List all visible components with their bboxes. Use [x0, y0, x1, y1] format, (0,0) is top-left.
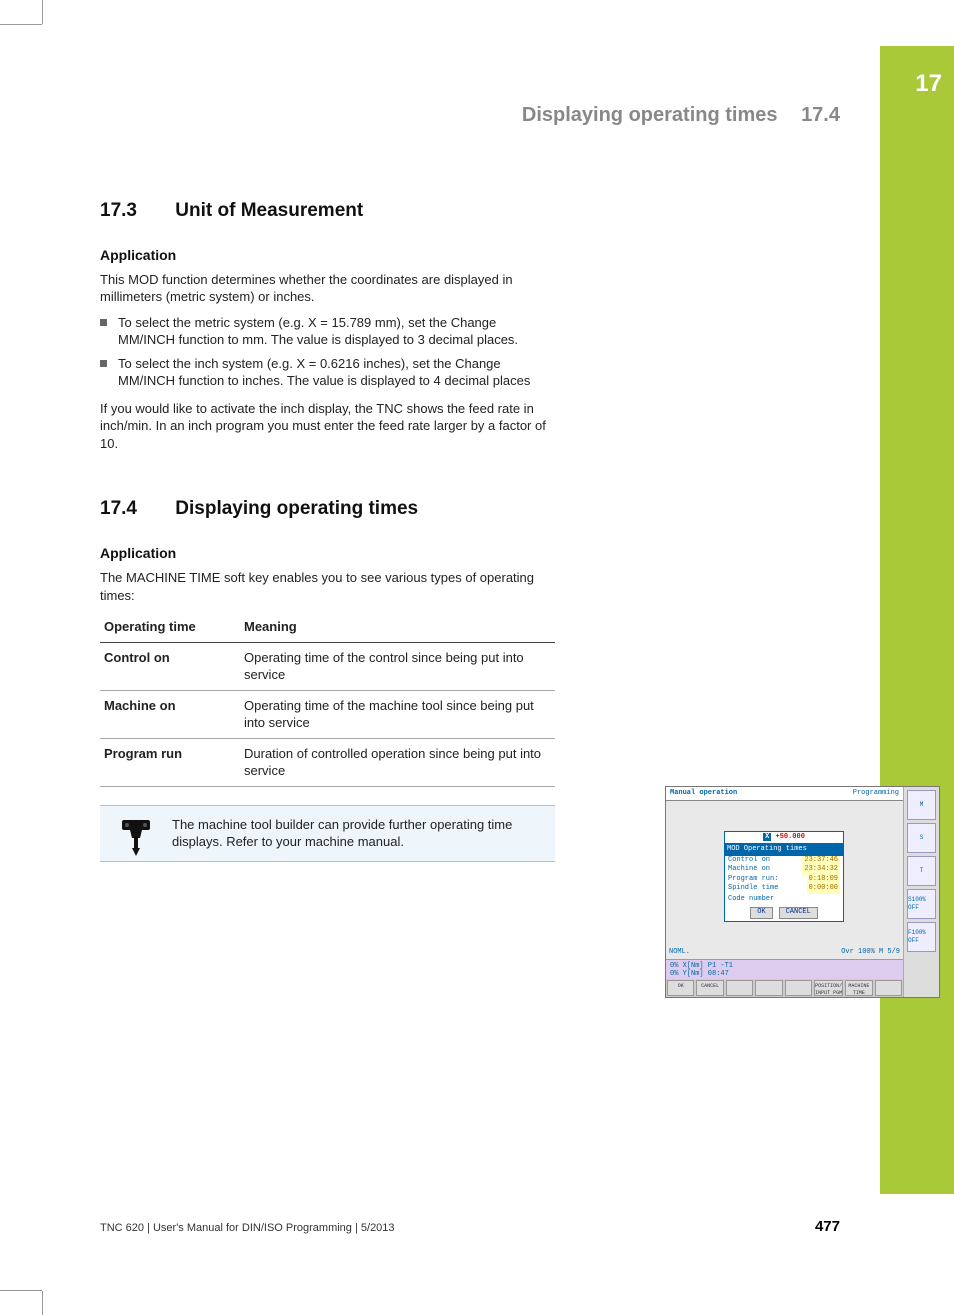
thumb-stat-line: 0% Y[Nm] 08:47: [670, 970, 899, 978]
thumb-softkey[interactable]: [875, 980, 902, 996]
page-content: 17.3 Unit of Measurement Application Thi…: [100, 198, 840, 862]
subheading-application: Application: [100, 544, 840, 563]
table-header: Operating time: [100, 612, 240, 642]
thumb-stat-line: 0% X[Nm] P1 -T1: [670, 962, 899, 970]
thumb-dialog-buttons: OK CANCEL: [725, 905, 843, 920]
bullet-list: To select the metric system (e.g. X = 15…: [100, 314, 555, 390]
table-cell: Operating time of the control since bein…: [240, 642, 555, 690]
operating-times-table: Operating time Meaning Control onOperati…: [100, 612, 555, 787]
crop-mark: [42, 1291, 43, 1315]
section-heading-173: 17.3 Unit of Measurement: [100, 198, 840, 224]
thumb-main: X +50.000 MOD Operating times Control on…: [666, 801, 903, 959]
note-box: The machine tool builder can provide fur…: [100, 805, 555, 862]
table-cell: Machine on: [100, 690, 240, 738]
section-title: Unit of Measurement: [175, 200, 363, 221]
thumb-softkey[interactable]: CANCEL: [696, 980, 723, 996]
footer-text: TNC 620 | User's Manual for DIN/ISO Prog…: [100, 1222, 395, 1234]
running-head-section: 17.4: [801, 104, 840, 126]
section-number: 17.3: [100, 198, 170, 224]
thumb-right-column: MST S100% OFF F100% OFF: [903, 787, 939, 997]
thumb-x-readout: X +50.000: [725, 832, 843, 844]
thumb-stat-bar: 0% X[Nm] P1 -T1 0% Y[Nm] 08:47: [666, 959, 903, 979]
thumb-softkey[interactable]: POSITION/ INPUT PGM: [814, 980, 843, 996]
thumb-status-left: NOML.: [669, 948, 690, 956]
crop-mark: [0, 1290, 42, 1291]
section-number: 17.4: [100, 496, 170, 522]
paragraph: The MACHINE TIME soft key enables you to…: [100, 569, 555, 604]
thumb-dialog-row: Spindle time0:00:00: [725, 884, 843, 893]
paragraph: If you would like to activate the inch d…: [100, 400, 555, 453]
thumb-cancel-button[interactable]: CANCEL: [779, 907, 818, 918]
thumb-titlebar: Manual operation Programming: [666, 787, 903, 801]
thumb-dialog-row: Machine on23:34:32: [725, 865, 843, 874]
table-header: Meaning: [240, 612, 555, 642]
thumb-side-icon[interactable]: S100% OFF: [907, 889, 936, 919]
thumb-status-row: NOML. Ovr 100% M 5/9: [669, 948, 900, 957]
table-cell: Control on: [100, 642, 240, 690]
thumb-side-icon[interactable]: F100% OFF: [907, 922, 936, 952]
thumb-x-value: +50.000: [776, 833, 805, 841]
note-text: The machine tool builder can provide fur…: [172, 817, 512, 850]
paragraph: This MOD function determines whether the…: [100, 271, 555, 306]
thumb-ok-button[interactable]: OK: [750, 907, 772, 918]
running-head: Displaying operating times 17.4: [100, 104, 840, 127]
thumb-x-label: X: [763, 833, 771, 841]
thumb-softkey[interactable]: OK: [667, 980, 694, 996]
thumb-softkey[interactable]: [755, 980, 782, 996]
thumb-title-right: Programming: [853, 789, 899, 798]
thumb-softkey[interactable]: MACHINE TIME: [845, 980, 872, 996]
thumb-softkeys: OKCANCEL POSITION/ INPUT PGMMACHINE TIME: [666, 979, 903, 997]
thumb-title-left: Manual operation: [670, 789, 737, 798]
screenshot-thumbnail: Manual operation Programming MST S100% OF…: [665, 786, 940, 998]
page-footer: TNC 620 | User's Manual for DIN/ISO Prog…: [100, 1218, 840, 1235]
table-cell: Operating time of the machine tool since…: [240, 690, 555, 738]
table-row: Machine onOperating time of the machine …: [100, 690, 555, 738]
thumb-side-icon[interactable]: T: [907, 856, 936, 886]
thumb-dialog-bar: MOD Operating times: [725, 844, 843, 855]
page-number: 477: [815, 1218, 840, 1235]
thumb-side-icon[interactable]: M: [907, 790, 936, 820]
thumb-dialog: X +50.000 MOD Operating times Control on…: [724, 831, 844, 922]
chapter-tab: 17: [880, 46, 954, 1194]
subheading-application: Application: [100, 246, 840, 265]
thumb-softkey[interactable]: [785, 980, 812, 996]
thumb-side-icon[interactable]: S: [907, 823, 936, 853]
list-item: To select the metric system (e.g. X = 15…: [100, 314, 555, 349]
section-heading-174: 17.4 Displaying operating times: [100, 496, 840, 522]
chapter-number: 17: [915, 70, 942, 98]
thumb-dialog-row: Program run:0:18:09: [725, 875, 843, 884]
table-cell: Duration of controlled operation since b…: [240, 738, 555, 786]
table-row: Control onOperating time of the control …: [100, 642, 555, 690]
crop-mark: [42, 0, 43, 24]
section-title: Displaying operating times: [175, 498, 418, 519]
thumb-code-label: Code number: [725, 894, 843, 905]
thumb-softkey[interactable]: [726, 980, 753, 996]
table-header-row: Operating time Meaning: [100, 612, 555, 642]
running-head-title: Displaying operating times: [522, 104, 778, 126]
thumb-status-right: Ovr 100% M 5/9: [841, 948, 900, 957]
crop-mark: [0, 24, 42, 25]
list-item: To select the inch system (e.g. X = 0.62…: [100, 355, 555, 390]
thumb-dialog-row: Control on23:37:46: [725, 856, 843, 865]
table-cell: Program run: [100, 738, 240, 786]
table-row: Program runDuration of controlled operat…: [100, 738, 555, 786]
machine-tool-icon: [116, 816, 156, 856]
